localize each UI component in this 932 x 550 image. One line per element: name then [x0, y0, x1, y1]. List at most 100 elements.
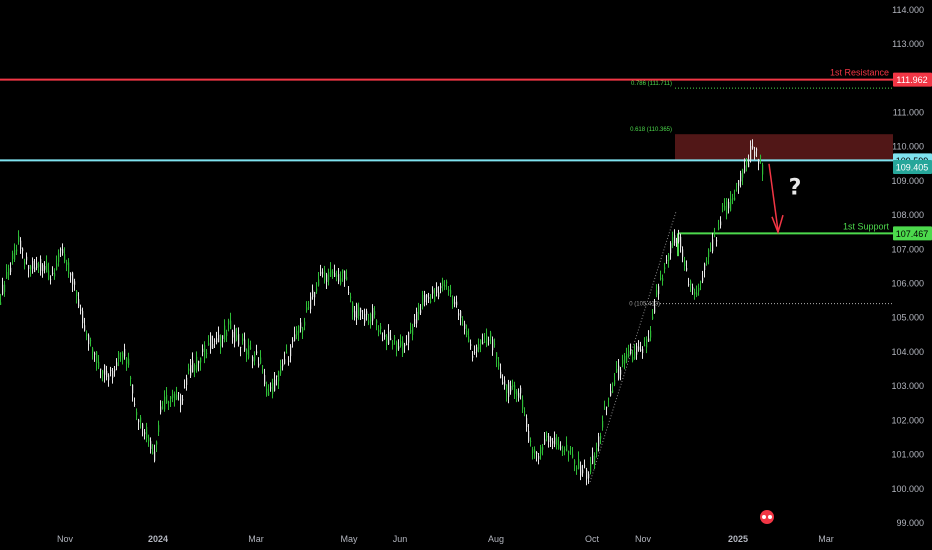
level-label: 1st Support	[843, 221, 890, 231]
candle-body	[442, 280, 444, 286]
y-tick-label: 113.000	[892, 39, 924, 49]
candle-body	[190, 365, 192, 376]
candle-body	[328, 271, 330, 281]
candle-body	[274, 379, 276, 391]
candle-body	[294, 334, 296, 341]
candle-body	[670, 243, 672, 254]
candle-body	[92, 348, 94, 353]
candle-body	[724, 205, 726, 211]
candle-body	[246, 349, 248, 355]
candle-body	[186, 377, 188, 385]
candle-body	[154, 451, 156, 461]
candle-body	[30, 266, 32, 270]
candle-body	[490, 332, 492, 338]
candle-body	[722, 205, 724, 207]
candle-body	[102, 370, 104, 374]
candle-body	[526, 418, 528, 428]
candle-body	[594, 456, 596, 465]
candle-body	[586, 469, 588, 479]
candle-body	[114, 369, 116, 372]
candle-body	[738, 180, 740, 186]
candle-body	[698, 287, 700, 292]
candle-body	[514, 385, 516, 394]
candle-body	[584, 465, 586, 467]
candle-body	[734, 197, 736, 201]
candle-body	[626, 353, 628, 361]
candle-body	[262, 365, 264, 367]
candle-body	[706, 261, 708, 263]
candle-body	[732, 197, 734, 200]
candle-body	[40, 258, 42, 271]
candle-body	[112, 370, 114, 378]
price-tag-text: 107.467	[896, 229, 929, 239]
candle-body	[120, 352, 122, 354]
y-tick-label: 102.000	[891, 415, 924, 425]
candle-body	[604, 408, 606, 410]
candle-body	[300, 322, 302, 329]
candle-body	[596, 447, 598, 455]
candle-body	[182, 399, 184, 401]
y-tick-label: 108.000	[891, 210, 924, 220]
candle-body	[338, 274, 340, 282]
candle-body	[16, 249, 18, 252]
candle-body	[260, 357, 262, 364]
candle-body	[124, 348, 126, 357]
candle-body	[308, 307, 310, 309]
x-tick-label: Mar	[818, 534, 834, 544]
candle-body	[144, 432, 146, 435]
candle-body	[538, 455, 540, 459]
candle-body	[544, 439, 546, 444]
candle-body	[202, 348, 204, 353]
candle-body	[62, 249, 64, 254]
candle-body	[290, 346, 292, 357]
candle-body	[108, 375, 110, 381]
candle-body	[386, 336, 388, 344]
candle-body	[404, 344, 406, 347]
candle-body	[460, 311, 462, 318]
candle-body	[522, 399, 524, 409]
x-tick-label: May	[340, 534, 358, 544]
candle-body	[468, 336, 470, 343]
candle-body	[546, 435, 548, 438]
candle-body	[382, 339, 384, 341]
y-tick-label: 101.000	[891, 450, 924, 460]
candle-body	[674, 235, 676, 244]
price-tag	[893, 160, 932, 175]
candle-body	[452, 298, 454, 304]
candle-body	[682, 249, 684, 257]
candle-body	[14, 249, 16, 260]
candle-body	[684, 260, 686, 267]
candle-body	[26, 256, 28, 261]
candle-body	[712, 239, 714, 252]
candle-body	[270, 387, 272, 389]
candle-body	[616, 368, 618, 373]
resistance-zone	[675, 134, 893, 161]
candle-body	[178, 392, 180, 394]
candle-body	[458, 313, 460, 316]
x-tick-label: 2025	[728, 534, 748, 544]
candle-body	[302, 328, 304, 333]
candle-body	[638, 346, 640, 350]
candle-body	[54, 273, 56, 277]
candle-body	[58, 253, 60, 262]
candle-body	[736, 183, 738, 184]
candle-body	[618, 365, 620, 379]
y-tick-label: 99.000	[896, 518, 924, 528]
candle-body	[378, 329, 380, 333]
y-tick-label: 109.000	[891, 176, 924, 186]
candle-body	[10, 267, 12, 273]
candle-body	[130, 377, 132, 379]
candle-body	[258, 363, 260, 366]
candle-body	[72, 272, 74, 285]
candle-body	[354, 311, 356, 318]
candle-body	[728, 202, 730, 209]
candle-body	[524, 411, 526, 413]
candle-body	[518, 392, 520, 398]
candle-body	[372, 308, 374, 321]
candle-body	[90, 340, 92, 342]
candle-body	[418, 305, 420, 315]
candle-body	[174, 393, 176, 401]
candle-body	[340, 278, 342, 285]
candle-body	[6, 271, 8, 279]
